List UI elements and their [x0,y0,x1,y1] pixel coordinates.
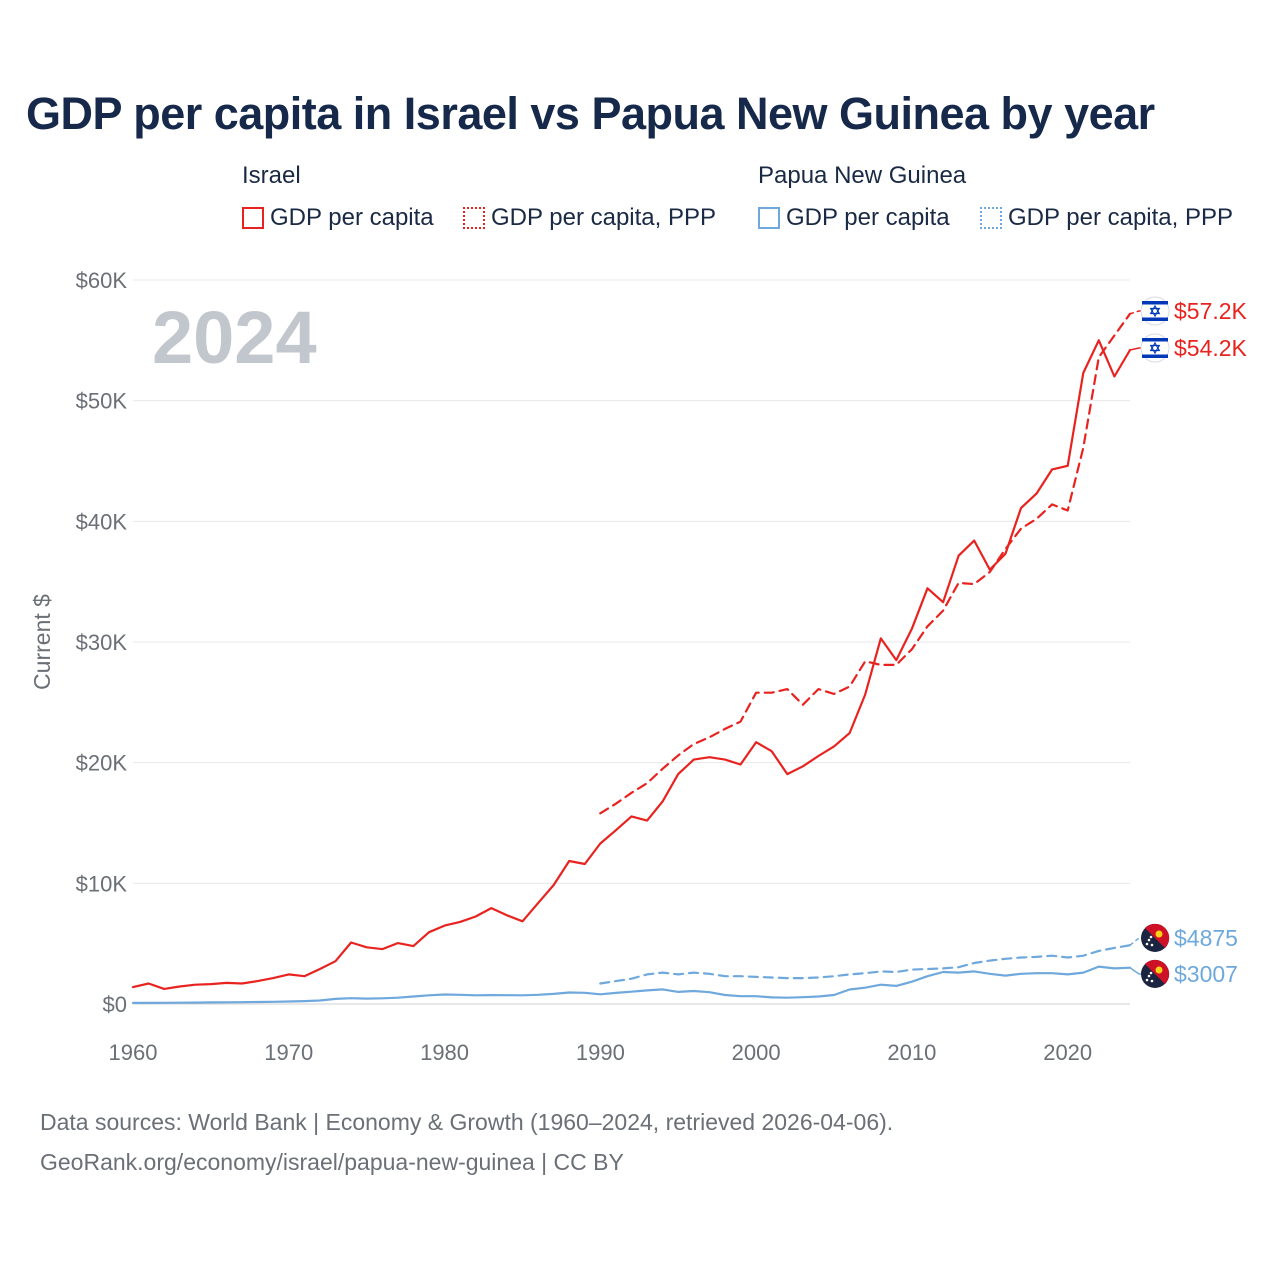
x-tick-label: 2010 [887,1040,936,1065]
y-tick-label: $40K [76,509,128,534]
series-line-1 [599,312,1132,815]
southern-cross-star-icon [1150,943,1154,947]
footer-sources: Data sources: World Bank | Economy & Gro… [40,1109,894,1135]
southern-cross-star-icon [1149,971,1153,975]
y-tick-label: $30K [76,630,128,655]
series-line-0 [131,339,1132,991]
southern-cross-star-icon [1145,942,1149,946]
legend-label-png-gdp: GDP per capita [786,204,950,231]
legend-label-israel-gdp: GDP per capita [270,204,434,231]
end-label-connector [1129,310,1141,315]
star-of-david-icon [1149,344,1161,355]
y-tick-label: $50K [76,389,128,414]
x-tick-label: 1970 [264,1040,313,1065]
year-watermark: 2024 [152,296,317,379]
legend-swatch-png-ppp [980,207,1002,229]
legend-swatch-png-gdp [758,207,780,229]
end-label-connector [1129,967,1141,975]
x-tick-label: 1960 [109,1040,158,1065]
y-tick-label: $10K [76,871,128,896]
bird-of-paradise-icon [1155,930,1163,938]
legend-group-israel: Israel [242,162,301,189]
legend-swatch-israel-gdp [242,207,264,229]
x-tick-label: 2020 [1043,1040,1092,1065]
legend-label-israel-ppp: GDP per capita, PPP [491,204,716,231]
israel-flag-stripe [1142,354,1168,358]
series-line-3 [599,944,1132,985]
y-tick-label: $60K [76,268,128,293]
footer-url[interactable]: GeoRank.org/economy/israel/papua-new-gui… [40,1149,624,1175]
israel-flag-stripe [1142,338,1168,342]
end-label: $4875 [1174,925,1238,951]
legend-item-png-gdp[interactable]: GDP per capita [758,204,950,232]
x-tick-label: 1980 [420,1040,469,1065]
y-tick-label: $0 [103,992,127,1017]
end-label: $3007 [1174,961,1238,987]
y-axis-label: Current $ [29,594,55,690]
chart-title: GDP per capita in Israel vs Papua New Gu… [26,88,1155,139]
legend-label-png-ppp: GDP per capita, PPP [1008,204,1233,231]
legend-item-png-ppp[interactable]: GDP per capita, PPP [980,204,1233,232]
series-line-2 [131,965,1132,1005]
end-label-connector [1129,937,1141,946]
southern-cross-star-icon [1150,979,1154,983]
legend-item-israel-ppp[interactable]: GDP per capita, PPP [463,204,716,232]
star-of-david-icon [1149,341,1161,352]
israel-flag-stripe [1142,301,1168,305]
israel-flag-stripe [1142,317,1168,321]
southern-cross-star-icon [1145,978,1149,982]
x-tick-label: 1990 [576,1040,625,1065]
y-tick-label: $20K [76,751,128,776]
southern-cross-star-icon [1147,938,1151,942]
legend-swatch-israel-ppp [463,207,485,229]
end-label: $54.2K [1174,335,1248,361]
bird-of-paradise-icon [1155,966,1163,974]
legend-item-israel-gdp[interactable]: GDP per capita [242,204,434,232]
southern-cross-star-icon [1149,935,1153,939]
end-label-connector [1129,347,1141,351]
southern-cross-star-icon [1147,974,1151,978]
x-tick-label: 2000 [732,1040,781,1065]
end-label: $57.2K [1174,298,1248,324]
star-of-david-icon [1149,304,1161,315]
legend-group-png: Papua New Guinea [758,162,967,189]
star-of-david-icon [1149,307,1161,318]
